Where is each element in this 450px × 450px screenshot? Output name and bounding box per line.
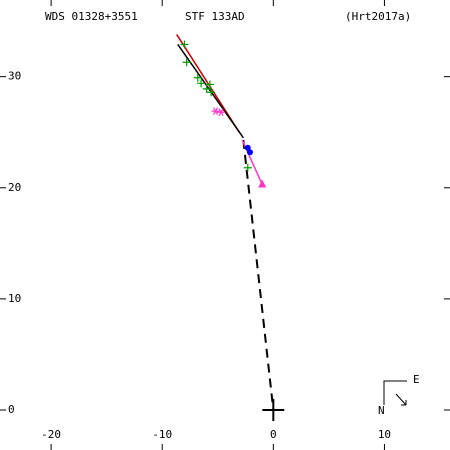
point bbox=[193, 73, 202, 82]
point bbox=[243, 163, 252, 172]
x-tick-label: 0 bbox=[270, 428, 277, 441]
compass: E N bbox=[378, 373, 420, 417]
reference: (Hrt2017a) bbox=[345, 10, 411, 23]
discoverer: STF 133AD bbox=[185, 10, 245, 23]
x-tick-label: 10 bbox=[378, 428, 391, 441]
point bbox=[197, 79, 206, 88]
point bbox=[258, 179, 267, 188]
point bbox=[206, 80, 214, 89]
point bbox=[202, 84, 211, 93]
point bbox=[247, 149, 253, 156]
wds-id: WDS 01328+3551 bbox=[45, 10, 138, 23]
y-tick-label: 0 bbox=[8, 403, 15, 416]
compass-arrow bbox=[395, 393, 407, 406]
point bbox=[182, 58, 191, 67]
orbit-line bbox=[242, 139, 275, 411]
y-tick-label: 10 bbox=[8, 292, 21, 305]
point bbox=[211, 107, 220, 115]
point bbox=[217, 108, 226, 117]
y-tick-label: 20 bbox=[8, 181, 21, 194]
x-tick-label: -10 bbox=[152, 428, 172, 441]
point bbox=[180, 40, 189, 49]
x-tick-label: -20 bbox=[41, 428, 61, 441]
compass-north: N bbox=[378, 404, 385, 417]
compass-axes bbox=[383, 380, 407, 405]
y-tick-label: 30 bbox=[8, 70, 21, 83]
point bbox=[244, 144, 251, 151]
point bbox=[207, 88, 216, 97]
point bbox=[262, 399, 285, 421]
compass-east: E bbox=[413, 373, 420, 386]
